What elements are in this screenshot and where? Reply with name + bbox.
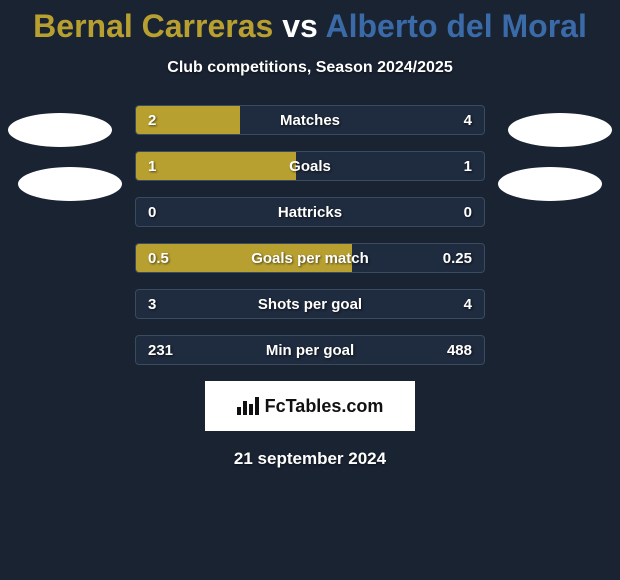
stat-value-left: 2 (148, 106, 156, 134)
stat-label: Goals per match (136, 244, 484, 272)
chart-icon (237, 397, 259, 415)
stat-value-right: 488 (447, 336, 472, 364)
player2-avatar-bottom (498, 167, 602, 201)
stat-value-left: 0 (148, 198, 156, 226)
stat-value-left: 1 (148, 152, 156, 180)
footer-logo-text: FcTables.com (265, 396, 384, 417)
player1-avatar-top (8, 113, 112, 147)
stat-bars: Matches2 4 Goals1 1 Hattricks0 0 Goals per mat… (135, 105, 485, 365)
chart-area: Matches2 4 Goals1 1 Hattricks0 0 Goals per mat… (0, 105, 620, 365)
stat-label: Shots per goal (136, 290, 484, 318)
stat-value-right: 4 (464, 290, 472, 318)
vs-label: vs (282, 8, 318, 44)
player1-avatar-bottom (18, 167, 122, 201)
stat-value-left: 231 (148, 336, 173, 364)
stat-row: Min per goal231 488 (135, 335, 485, 365)
stat-row: Goals1 1 (135, 151, 485, 181)
subtitle: Club competitions, Season 2024/2025 (0, 59, 620, 77)
stat-label: Min per goal (136, 336, 484, 364)
player2-avatar-top (508, 113, 612, 147)
player2-name: Alberto del Moral (325, 8, 586, 44)
stat-row: Goals per match0.5 0.25 (135, 243, 485, 273)
stat-value-left: 3 (148, 290, 156, 318)
stat-value-right: 4 (464, 106, 472, 134)
stat-label: Matches (136, 106, 484, 134)
footer-date: 21 september 2024 (0, 449, 620, 469)
player1-name: Bernal Carreras (33, 8, 273, 44)
stat-value-left: 0.5 (148, 244, 169, 272)
stat-row: Matches2 4 (135, 105, 485, 135)
stat-label: Goals (136, 152, 484, 180)
stat-row: Hattricks0 0 (135, 197, 485, 227)
stat-value-right: 0 (464, 198, 472, 226)
stat-row: Shots per goal3 4 (135, 289, 485, 319)
footer-logo: FcTables.com (205, 381, 415, 431)
comparison-title: Bernal Carreras vs Alberto del Moral (0, 0, 620, 45)
stat-value-right: 0.25 (443, 244, 472, 272)
stat-value-right: 1 (464, 152, 472, 180)
stat-label: Hattricks (136, 198, 484, 226)
